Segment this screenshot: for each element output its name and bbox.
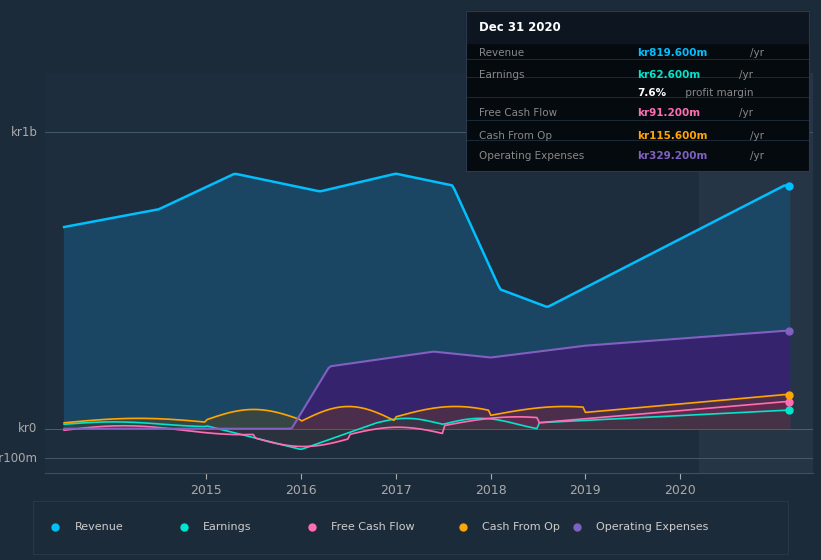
Text: kr62.600m: kr62.600m (637, 70, 700, 80)
Text: Cash From Op: Cash From Op (482, 522, 560, 532)
Text: kr819.600m: kr819.600m (637, 48, 708, 58)
Text: /yr: /yr (739, 70, 753, 80)
Bar (699, 73, 813, 473)
Text: Dec 31 2020: Dec 31 2020 (479, 21, 561, 34)
Text: Earnings: Earnings (479, 70, 525, 80)
Text: kr1b: kr1b (11, 125, 38, 139)
Text: kr91.200m: kr91.200m (637, 108, 700, 118)
Text: -kr100m: -kr100m (0, 452, 38, 465)
Text: profit margin: profit margin (682, 87, 754, 97)
Text: /yr: /yr (750, 48, 764, 58)
Bar (466, 11, 809, 43)
Text: Operating Expenses: Operating Expenses (479, 151, 585, 161)
Text: kr0: kr0 (18, 422, 38, 435)
Text: Revenue: Revenue (75, 522, 123, 532)
Text: Cash From Op: Cash From Op (479, 130, 553, 141)
Text: Revenue: Revenue (479, 48, 525, 58)
Text: /yr: /yr (739, 108, 753, 118)
Text: kr115.600m: kr115.600m (637, 130, 708, 141)
Text: /yr: /yr (750, 151, 764, 161)
Text: Operating Expenses: Operating Expenses (595, 522, 708, 532)
Text: 7.6%: 7.6% (637, 87, 666, 97)
Text: kr329.200m: kr329.200m (637, 151, 708, 161)
Text: /yr: /yr (750, 130, 764, 141)
Text: Earnings: Earnings (203, 522, 251, 532)
Text: Free Cash Flow: Free Cash Flow (479, 108, 557, 118)
Text: Free Cash Flow: Free Cash Flow (331, 522, 415, 532)
